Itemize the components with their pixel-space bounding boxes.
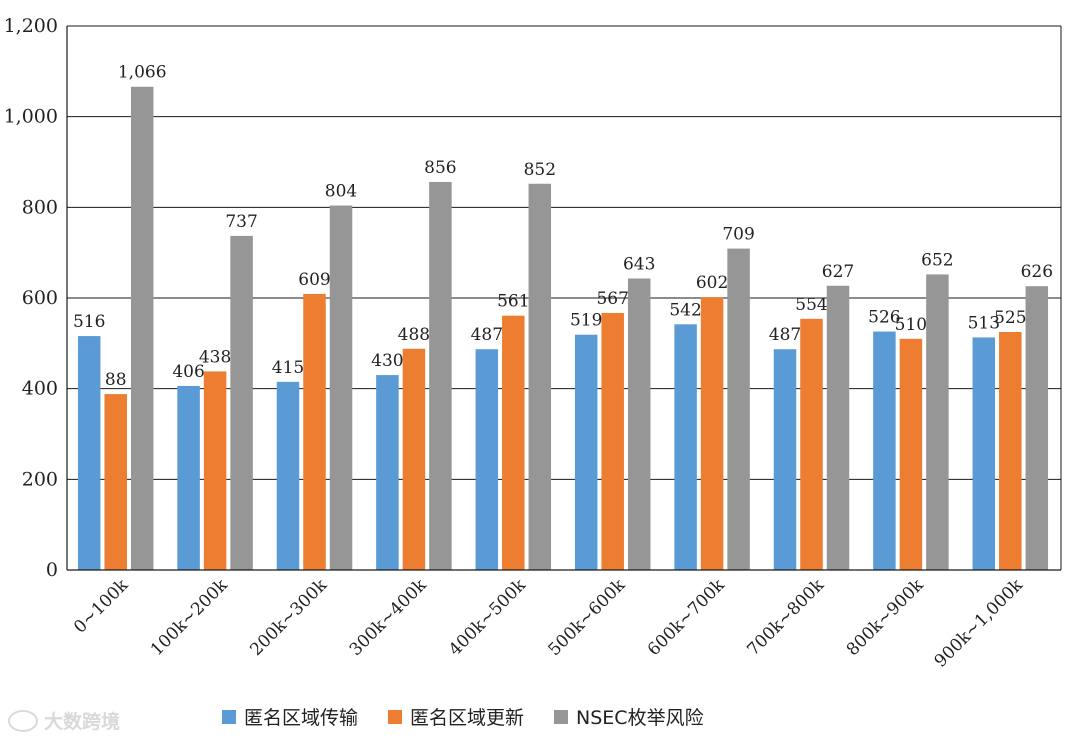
data-label-3-7: 709 xyxy=(722,225,754,245)
data-label-2-1: 88 xyxy=(105,370,127,390)
bar-3-8 xyxy=(826,285,850,570)
bar-3-2 xyxy=(230,235,253,571)
bar-2-1 xyxy=(104,394,127,570)
bar-1-8 xyxy=(773,349,797,570)
x-tick-label: 100k~200k xyxy=(147,575,232,660)
y-tick-label: 200 xyxy=(22,468,58,490)
bar-3-10 xyxy=(1025,286,1049,570)
data-label-1-5: 487 xyxy=(471,325,503,345)
bar-3-6 xyxy=(627,278,651,570)
watermark-logo-icon xyxy=(8,709,38,732)
data-label-2-4: 488 xyxy=(398,325,430,345)
legend: 匿名区域传输 匿名区域更新 NSEC枚举风险 xyxy=(222,703,704,730)
x-tick-label: 900k~1,000k xyxy=(931,575,1028,672)
data-label-1-10: 513 xyxy=(968,313,1000,333)
x-tick-label: 700k~800k xyxy=(743,575,828,660)
y-tick-label: 1,200 xyxy=(4,15,58,37)
bar-chart: 0 200 400 600 800 1,000 1,200 516 88 1,066 0~100k 4… xyxy=(4,15,1062,672)
bar-3-3 xyxy=(329,205,353,570)
x-tick-label: 0~100k xyxy=(70,575,133,638)
data-label-1-4: 430 xyxy=(371,351,403,371)
x-tick-label: 600k~700k xyxy=(644,575,729,660)
x-tick-label: 400k~500k xyxy=(445,575,530,660)
bar-2-3 xyxy=(303,293,326,570)
legend-label-series-2: 匿名区域更新 xyxy=(410,707,525,729)
data-label-3-10: 626 xyxy=(1021,262,1053,282)
bar-1-1 xyxy=(77,336,101,570)
legend-swatch-series-2 xyxy=(388,709,403,724)
legend-label-series-3: NSEC枚举风险 xyxy=(576,707,704,729)
data-label-1-8: 487 xyxy=(769,325,801,345)
y-tick-label: 0 xyxy=(46,559,58,581)
bar-3-9 xyxy=(926,274,949,570)
bar-1-6 xyxy=(574,334,598,570)
data-label-2-10: 525 xyxy=(994,308,1026,328)
legend-item-series-1: 匿名区域传输 xyxy=(222,703,358,730)
data-label-1-6: 519 xyxy=(570,311,602,331)
bar-1-9 xyxy=(873,331,896,570)
data-label-1-3: 415 xyxy=(272,358,304,378)
data-label-1-2: 406 xyxy=(172,362,204,382)
y-tick-label: 1,000 xyxy=(4,106,58,128)
y-tick-label: 800 xyxy=(22,196,58,218)
data-label-3-2: 737 xyxy=(225,212,257,232)
data-label-3-8: 627 xyxy=(822,262,854,282)
legend-item-series-2: 匿名区域更新 xyxy=(388,703,524,730)
data-label-3-1: 1,066 xyxy=(118,63,167,83)
data-label-2-7: 602 xyxy=(696,273,728,293)
data-label-3-6: 643 xyxy=(623,255,655,275)
data-label-3-3: 804 xyxy=(325,182,357,202)
bar-1-10 xyxy=(972,337,996,570)
data-label-1-9: 526 xyxy=(868,308,900,328)
bar-1-5 xyxy=(475,349,499,570)
data-label-2-2: 438 xyxy=(199,347,231,367)
bar-2-2 xyxy=(203,371,227,570)
bar-3-1 xyxy=(130,86,154,570)
data-label-3-5: 852 xyxy=(524,160,556,180)
y-tick-label: 400 xyxy=(22,378,58,400)
bar-2-5 xyxy=(502,315,525,570)
bar-2-6 xyxy=(601,312,624,570)
bar-2-10 xyxy=(999,332,1022,570)
legend-item-series-3: NSEC枚举风险 xyxy=(554,703,704,730)
legend-swatch-series-3 xyxy=(554,709,569,724)
y-tick-label: 600 xyxy=(22,287,58,309)
bar-2-9 xyxy=(899,338,923,570)
bar-1-2 xyxy=(177,385,200,570)
watermark-text: 大数跨境 xyxy=(44,711,121,733)
data-label-3-4: 856 xyxy=(424,158,456,178)
data-label-1-1: 516 xyxy=(73,312,105,332)
bar-3-5 xyxy=(528,183,552,570)
bar-1-3 xyxy=(276,381,300,570)
data-label-2-5: 561 xyxy=(497,292,529,312)
data-label-3-9: 652 xyxy=(921,250,953,270)
data-label-2-6: 567 xyxy=(596,289,628,309)
data-label-2-8: 554 xyxy=(795,295,827,315)
data-label-2-9: 510 xyxy=(895,315,927,335)
data-label-2-3: 609 xyxy=(298,270,330,290)
x-tick-label: 500k~600k xyxy=(545,575,630,660)
bar-1-4 xyxy=(376,375,399,570)
watermark: 大数跨境 xyxy=(8,707,120,734)
bar-3-7 xyxy=(727,248,750,570)
legend-label-series-1: 匿名区域传输 xyxy=(244,707,359,729)
x-tick-label: 300k~400k xyxy=(346,575,431,660)
x-tick-label: 800k~900k xyxy=(843,575,928,660)
legend-swatch-series-1 xyxy=(222,709,236,724)
x-tick-label: 200k~300k xyxy=(246,575,331,660)
bar-3-4 xyxy=(429,181,452,571)
bar-2-7 xyxy=(700,297,724,570)
bar-2-8 xyxy=(800,318,823,570)
data-label-1-7: 542 xyxy=(669,300,701,320)
bar-1-7 xyxy=(674,324,697,570)
bar-2-4 xyxy=(402,348,426,570)
